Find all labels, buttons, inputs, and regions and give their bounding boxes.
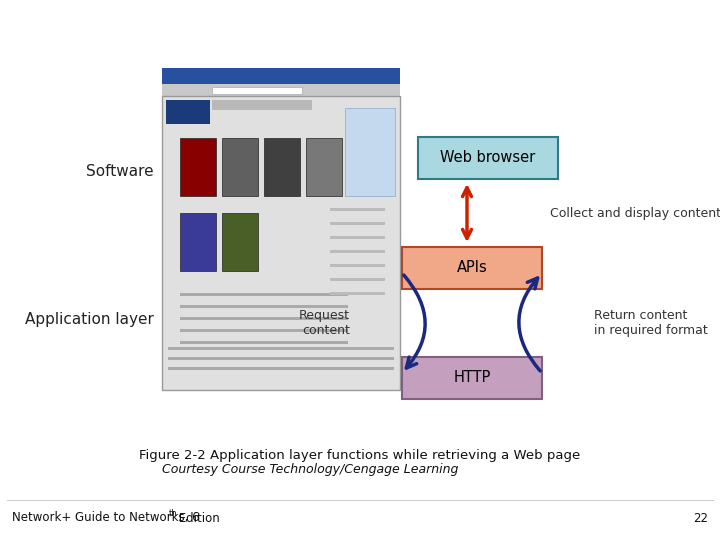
FancyBboxPatch shape [180,138,216,196]
FancyBboxPatch shape [306,138,342,196]
FancyBboxPatch shape [180,293,348,296]
Text: Courtesy Course Technology/Cengage Learning: Courtesy Course Technology/Cengage Learn… [162,463,458,476]
FancyBboxPatch shape [330,222,385,225]
FancyBboxPatch shape [418,137,558,179]
FancyBboxPatch shape [222,213,258,271]
FancyBboxPatch shape [180,317,348,320]
Text: Return content
in required format: Return content in required format [594,309,708,337]
FancyBboxPatch shape [180,213,216,271]
FancyBboxPatch shape [222,138,258,196]
Text: Application layer: Application layer [25,312,154,327]
FancyArrowPatch shape [404,275,425,368]
Text: Collect and display content: Collect and display content [550,206,720,219]
FancyBboxPatch shape [402,357,542,399]
FancyBboxPatch shape [330,292,385,295]
Text: APIs: APIs [456,260,487,275]
FancyBboxPatch shape [330,278,385,281]
FancyBboxPatch shape [168,367,394,370]
FancyBboxPatch shape [162,68,400,84]
Text: Request
content: Request content [299,309,350,337]
FancyBboxPatch shape [180,341,348,344]
FancyArrowPatch shape [519,278,540,371]
FancyBboxPatch shape [168,357,394,360]
FancyBboxPatch shape [168,347,394,350]
FancyBboxPatch shape [330,236,385,239]
Text: Edition: Edition [175,511,220,524]
Text: Figure 2-2 Application layer functions while retrieving a Web page: Figure 2-2 Application layer functions w… [140,449,580,462]
Text: th: th [169,510,178,518]
Text: Software: Software [86,164,154,179]
FancyBboxPatch shape [212,100,312,110]
FancyBboxPatch shape [330,208,385,211]
FancyBboxPatch shape [162,84,400,96]
FancyBboxPatch shape [212,87,302,94]
Text: HTTP: HTTP [454,370,491,386]
FancyBboxPatch shape [330,264,385,267]
FancyBboxPatch shape [264,138,300,196]
FancyBboxPatch shape [402,247,542,289]
Text: Network+ Guide to Networks, 6: Network+ Guide to Networks, 6 [12,511,199,524]
FancyBboxPatch shape [345,108,395,196]
FancyBboxPatch shape [162,96,400,390]
Text: 22: 22 [693,511,708,524]
FancyBboxPatch shape [180,305,348,308]
Text: Web browser: Web browser [441,151,536,165]
FancyBboxPatch shape [166,100,210,124]
FancyBboxPatch shape [330,250,385,253]
FancyBboxPatch shape [180,329,348,332]
